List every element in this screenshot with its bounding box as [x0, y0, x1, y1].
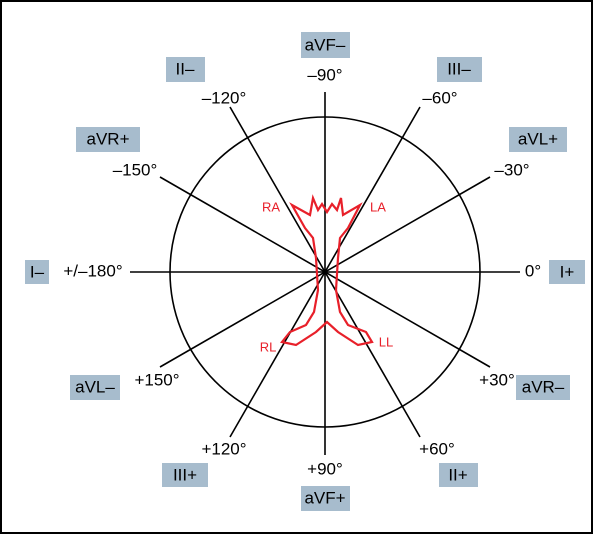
lead-box — [516, 375, 570, 400]
lead-box — [162, 463, 208, 487]
lead-label: aVF+ — [304, 488, 345, 507]
lead-label: I– — [30, 262, 45, 281]
lead-label: aVL+ — [518, 129, 558, 148]
body-label: RL — [260, 339, 277, 354]
lead-label: III– — [447, 59, 471, 78]
angle-label: +/–180° — [63, 261, 122, 280]
body-label: LA — [370, 199, 386, 214]
body-label: LL — [379, 334, 393, 349]
body-label: RA — [262, 199, 280, 214]
lead-label: aVF– — [305, 35, 346, 54]
lead-box — [25, 260, 49, 284]
angle-label: –30° — [494, 160, 529, 179]
lead-label: aVR– — [522, 377, 565, 396]
angle-label: –60° — [422, 88, 457, 107]
angle-label: +60° — [419, 439, 455, 458]
lead-label: II– — [176, 59, 195, 78]
lead-box — [70, 375, 120, 400]
lead-box — [301, 486, 350, 511]
lead-box — [301, 32, 350, 58]
angle-label: +30° — [479, 370, 515, 389]
angle-label: –120° — [202, 88, 247, 107]
axes — [130, 92, 520, 455]
lead-box — [437, 57, 482, 82]
lead-label: II+ — [448, 465, 467, 484]
angle-label: –90° — [307, 65, 342, 84]
angle-label: –150° — [113, 160, 158, 179]
angle-label: 0° — [525, 261, 541, 280]
lead-label: aVL– — [75, 377, 115, 396]
lead-box — [549, 260, 585, 284]
lead-box — [509, 127, 567, 152]
axis-line — [159, 176, 491, 368]
lead-box — [439, 463, 478, 487]
body-outline — [280, 194, 374, 347]
angle-label: +120° — [201, 439, 246, 458]
lead-label: III+ — [173, 465, 197, 484]
lead-box — [76, 127, 140, 152]
angle-label: +90° — [307, 459, 343, 478]
lead-label: aVR+ — [87, 129, 130, 148]
angle-label: +150° — [134, 370, 179, 389]
lead-box — [166, 57, 205, 82]
lead-label: I+ — [560, 262, 575, 281]
